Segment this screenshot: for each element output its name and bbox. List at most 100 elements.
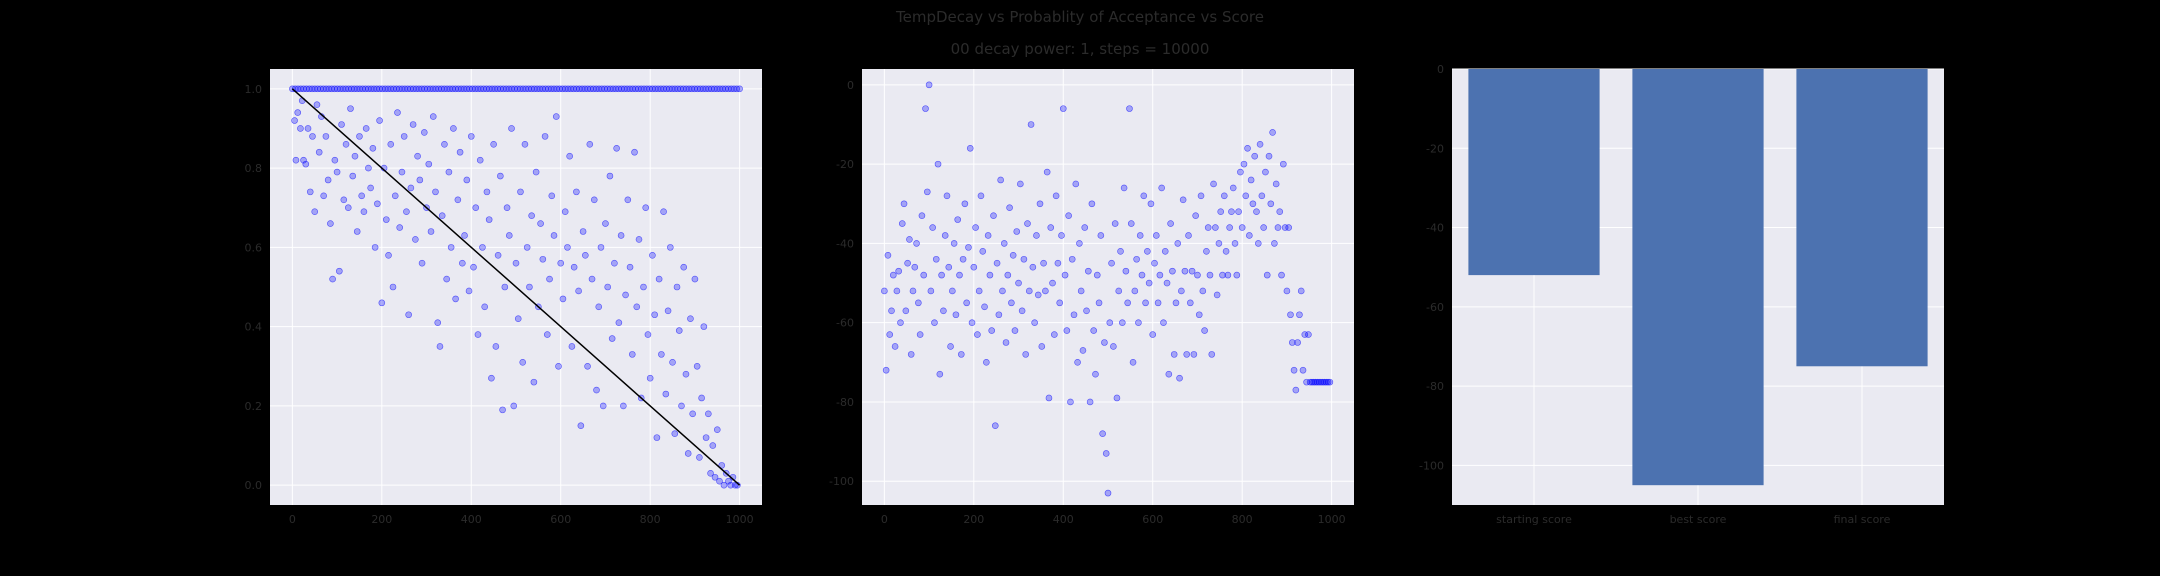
scatter-point <box>997 176 1004 184</box>
scatter-point <box>566 152 573 160</box>
scatter-point <box>1074 359 1081 366</box>
scatter-point <box>700 323 708 330</box>
scatter-point <box>954 216 962 223</box>
y-tick-label: -60 <box>1426 301 1444 314</box>
scatter-point <box>929 224 936 231</box>
scatter-point <box>432 188 439 196</box>
scatter-point <box>599 402 607 410</box>
scatter-point <box>890 271 897 279</box>
scatter-point <box>1056 299 1063 307</box>
scatter-point <box>642 204 650 212</box>
scatter-point <box>492 343 500 350</box>
scatter-point <box>977 192 985 200</box>
scatter-point <box>472 204 480 212</box>
scatter-point <box>624 196 632 204</box>
scatter-point <box>539 255 547 263</box>
y-tick-label: 1.0 <box>245 83 263 96</box>
scatter-point <box>1140 192 1148 200</box>
scatter-point <box>1179 196 1187 204</box>
scatter-point <box>898 220 906 227</box>
scatter-point <box>995 311 1003 319</box>
scatter-point <box>1145 279 1153 287</box>
scatter-point <box>427 228 435 235</box>
scatter-point <box>617 232 625 239</box>
scatter-point <box>999 287 1006 295</box>
scatter-point <box>1097 232 1105 239</box>
scatter-point <box>927 287 935 295</box>
scatter-point <box>1031 319 1038 326</box>
x-tick-label: 0 <box>881 513 888 526</box>
scatter-point <box>959 255 967 263</box>
scatter-point <box>1034 291 1042 299</box>
scatter-point <box>1222 248 1230 255</box>
scatter-point <box>461 232 468 239</box>
scatter-point <box>582 251 589 259</box>
scatter-point <box>932 255 940 263</box>
scatter-point <box>622 291 629 299</box>
panel-background <box>862 69 1354 505</box>
y-tick-label: 0 <box>1437 63 1444 76</box>
scatter-point <box>1172 299 1180 307</box>
scatter-point <box>1067 398 1074 406</box>
scatter-point <box>1006 204 1013 212</box>
scatter-point <box>1142 299 1149 307</box>
scatter-point <box>356 133 363 140</box>
scatter-point <box>1254 240 1262 247</box>
scatter-point <box>403 208 410 215</box>
y-tick-label: -80 <box>1426 380 1444 393</box>
scatter-point <box>421 129 428 136</box>
scatter-point <box>711 473 719 481</box>
scatter-point <box>385 251 392 259</box>
scatter-point <box>510 402 518 410</box>
scatter-point <box>555 362 562 370</box>
scatter-point <box>1124 299 1131 307</box>
scatter-point <box>362 125 370 132</box>
scatter-point <box>1049 279 1056 287</box>
scatter-point <box>1126 105 1133 112</box>
scatter-point <box>943 192 951 200</box>
scatter-point <box>1301 331 1309 338</box>
scatter-point <box>1204 224 1212 231</box>
scatter-point <box>684 450 692 457</box>
x-tick-label: 800 <box>640 513 661 526</box>
scatter-point <box>904 259 911 267</box>
scatter-point <box>445 168 453 176</box>
scatter-point <box>1022 351 1030 358</box>
scatter-point <box>920 271 928 279</box>
scatter-point <box>881 287 888 295</box>
scatter-point <box>693 362 701 370</box>
scatter-point <box>1165 370 1173 378</box>
scatter-point <box>374 200 381 208</box>
scatter-point <box>1081 224 1089 231</box>
scatter-point <box>1011 327 1019 334</box>
scatter-point <box>626 263 634 271</box>
scatter-point <box>675 327 683 334</box>
y-tick-label: -40 <box>836 237 854 250</box>
scatter-point <box>646 374 654 382</box>
scatter-point <box>1271 240 1278 247</box>
scatter-point <box>1276 208 1284 215</box>
scatter-point <box>597 244 605 251</box>
scatter-point <box>1178 287 1185 295</box>
scatter-point <box>611 259 618 267</box>
scatter-point <box>1076 240 1083 247</box>
scatter-point <box>358 192 365 200</box>
scatter-point <box>315 148 323 156</box>
scatter-point <box>1161 248 1169 255</box>
scatter-point <box>490 141 497 148</box>
x-tick-label: 800 <box>1232 513 1253 526</box>
scatter-point <box>584 362 591 370</box>
scatter-point <box>1120 184 1128 192</box>
scatter-point <box>952 311 960 319</box>
scatter-point <box>1260 224 1267 231</box>
scatter-point <box>1181 267 1189 275</box>
scatter-point <box>922 105 929 112</box>
scatter-point <box>893 287 901 295</box>
scatter-point <box>1324 378 1332 386</box>
scatter-point <box>649 251 656 259</box>
scatter-point <box>1153 232 1160 239</box>
scatter-point <box>476 156 484 164</box>
scatter-point <box>479 244 486 251</box>
scatter-point <box>329 275 336 283</box>
